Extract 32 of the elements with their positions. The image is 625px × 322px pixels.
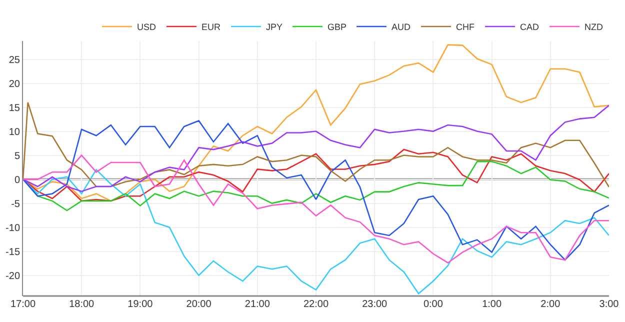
x-tick-label: 23:00 [362, 299, 388, 310]
x-tick-label: 21:00 [244, 299, 270, 310]
x-tick-label: 17:00 [10, 299, 36, 310]
x-tick-label: 0:00 [423, 299, 444, 310]
legend-label: AUD [392, 22, 412, 32]
x-tick-label: 2:00 [540, 299, 561, 310]
x-tick-label: 20:00 [186, 299, 212, 310]
y-tick-label: -5 [11, 198, 20, 210]
x-tick-label: 19:00 [128, 299, 154, 310]
x-tick-label: 18:00 [69, 299, 95, 310]
y-tick-label: 15 [8, 102, 20, 114]
legend-label: NZD [584, 22, 604, 32]
y-tick-label: 25 [8, 54, 20, 66]
line-series [23, 169, 609, 294]
legend-label: JPY [266, 22, 283, 32]
legend-label: CHF [456, 22, 476, 32]
y-tick-label: 0 [14, 174, 20, 186]
x-tick-label: 1:00 [482, 299, 502, 310]
legend-label: CAD [520, 22, 540, 32]
y-tick-label: -15 [6, 246, 20, 258]
x-tick-label: 22:00 [303, 299, 329, 310]
legend-label: GBP [328, 22, 347, 32]
line-series [23, 120, 609, 261]
legend-label: USD [137, 22, 156, 32]
legend-label: EUR [202, 22, 222, 32]
y-tick-label: 20 [8, 78, 20, 90]
y-tick-label: -20 [6, 270, 20, 282]
x-tick-label: 3:00 [599, 299, 620, 310]
line-series [23, 154, 609, 264]
y-tick-label: 10 [8, 126, 20, 138]
y-tick-label: -10 [6, 222, 20, 234]
y-tick-label: 5 [14, 150, 20, 162]
